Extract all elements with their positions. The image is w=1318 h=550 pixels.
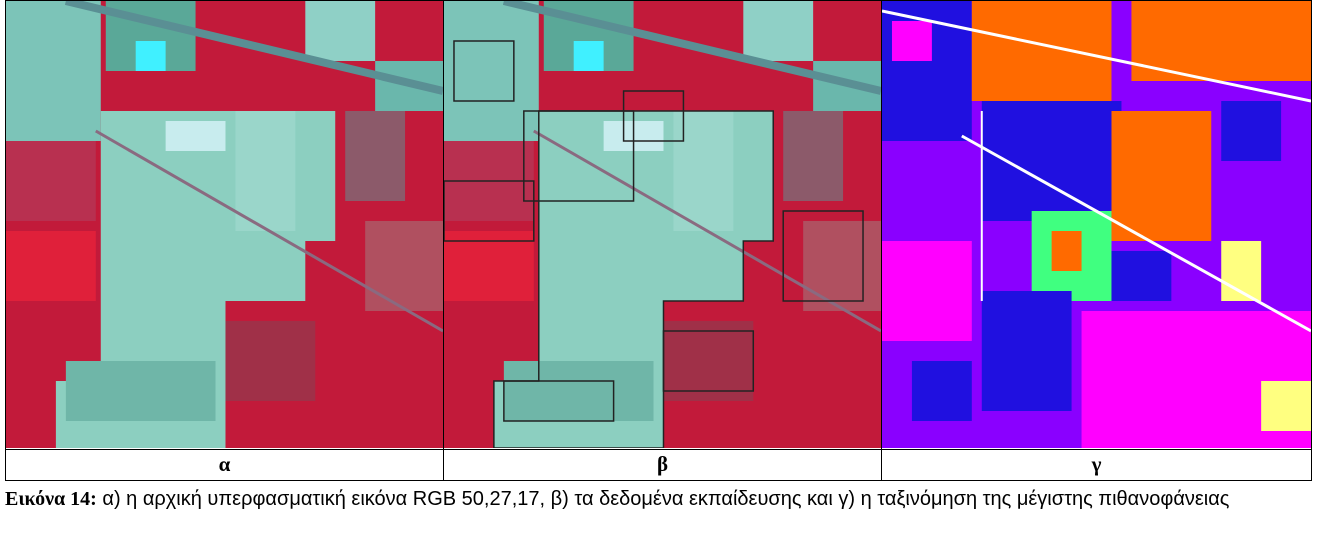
figure-table: α β γ <box>5 0 1313 482</box>
hyperspectral-image <box>6 1 443 448</box>
caption-label: Εικόνα 14: <box>5 488 97 510</box>
training-data-image <box>443 1 881 449</box>
caption-text: α) η αρχική υπερφασματική εικόνα RGB 50,… <box>102 488 1230 510</box>
panel-label: γ <box>880 448 1313 482</box>
panel-label: β <box>442 448 882 482</box>
panel-image <box>442 0 882 450</box>
classification-image <box>881 1 1311 449</box>
panel-image <box>5 0 444 450</box>
panel-image <box>880 0 1313 450</box>
caption: Εικόνα 14: α) η αρχική υπερφασματική εικ… <box>5 484 1305 514</box>
panel-label: α <box>5 448 444 482</box>
